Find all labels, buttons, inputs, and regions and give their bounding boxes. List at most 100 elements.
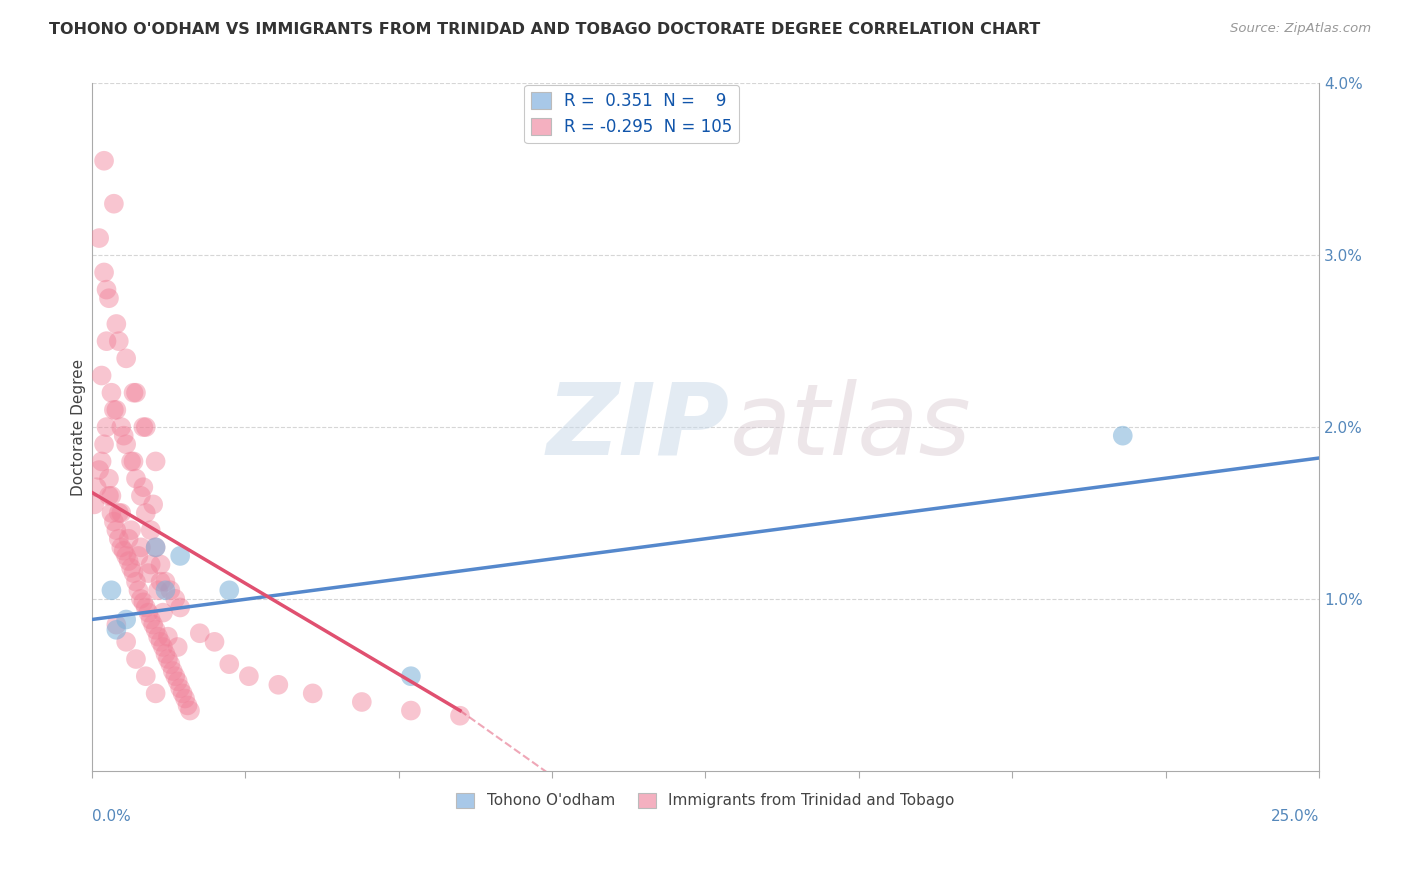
Point	[127, 583, 149, 598]
Point	[135, 420, 157, 434]
Point	[218, 583, 240, 598]
Point	[110, 506, 132, 520]
Point	[125, 652, 148, 666]
Point	[149, 635, 172, 649]
Point	[159, 657, 181, 672]
Point	[399, 704, 422, 718]
Point	[93, 437, 115, 451]
Legend: Tohono O'odham, Immigrants from Trinidad and Tobago: Tohono O'odham, Immigrants from Trinidad…	[450, 787, 960, 814]
Point	[127, 549, 149, 563]
Point	[145, 454, 167, 468]
Point	[156, 630, 179, 644]
Point	[132, 595, 155, 609]
Point	[139, 558, 162, 572]
Point	[169, 600, 191, 615]
Point	[115, 351, 138, 366]
Point	[152, 606, 174, 620]
Point	[105, 623, 128, 637]
Point	[100, 489, 122, 503]
Point	[142, 617, 165, 632]
Point	[166, 640, 188, 654]
Text: ZIP: ZIP	[547, 378, 730, 475]
Point	[204, 635, 226, 649]
Y-axis label: Doctorate Degree: Doctorate Degree	[72, 359, 86, 496]
Point	[136, 606, 159, 620]
Point	[132, 480, 155, 494]
Point	[162, 664, 184, 678]
Point	[89, 463, 111, 477]
Point	[238, 669, 260, 683]
Point	[1112, 428, 1135, 442]
Point	[142, 497, 165, 511]
Point	[129, 591, 152, 606]
Point	[100, 506, 122, 520]
Point	[93, 153, 115, 168]
Point	[169, 549, 191, 563]
Point	[135, 506, 157, 520]
Point	[103, 515, 125, 529]
Point	[350, 695, 373, 709]
Point	[110, 420, 132, 434]
Point	[103, 196, 125, 211]
Point	[100, 583, 122, 598]
Point	[115, 549, 138, 563]
Point	[93, 265, 115, 279]
Point	[176, 698, 198, 713]
Point	[149, 558, 172, 572]
Point	[179, 704, 201, 718]
Text: 25.0%: 25.0%	[1271, 808, 1319, 823]
Point	[98, 489, 121, 503]
Point	[125, 385, 148, 400]
Point	[120, 454, 142, 468]
Point	[107, 506, 129, 520]
Point	[105, 403, 128, 417]
Point	[98, 291, 121, 305]
Point	[105, 617, 128, 632]
Point	[152, 640, 174, 654]
Point	[89, 231, 111, 245]
Point	[96, 420, 118, 434]
Point	[115, 635, 138, 649]
Point	[100, 385, 122, 400]
Point	[145, 686, 167, 700]
Point	[146, 583, 169, 598]
Point	[145, 541, 167, 555]
Text: Source: ZipAtlas.com: Source: ZipAtlas.com	[1230, 22, 1371, 36]
Point	[165, 591, 187, 606]
Point	[301, 686, 323, 700]
Point	[115, 613, 138, 627]
Point	[166, 674, 188, 689]
Point	[107, 532, 129, 546]
Point	[125, 472, 148, 486]
Point	[90, 454, 112, 468]
Point	[115, 437, 138, 451]
Point	[96, 334, 118, 348]
Point	[112, 543, 135, 558]
Point	[145, 541, 167, 555]
Text: atlas: atlas	[730, 378, 972, 475]
Point	[112, 428, 135, 442]
Point	[169, 681, 191, 696]
Point	[139, 523, 162, 537]
Text: TOHONO O'ODHAM VS IMMIGRANTS FROM TRINIDAD AND TOBAGO DOCTORATE DEGREE CORRELATI: TOHONO O'ODHAM VS IMMIGRANTS FROM TRINID…	[49, 22, 1040, 37]
Point	[129, 489, 152, 503]
Point	[155, 647, 177, 661]
Point	[120, 523, 142, 537]
Point	[83, 497, 105, 511]
Point	[399, 669, 422, 683]
Point	[107, 334, 129, 348]
Point	[90, 368, 112, 383]
Point	[136, 566, 159, 581]
Point	[122, 385, 145, 400]
Point	[117, 532, 139, 546]
Point	[146, 630, 169, 644]
Point	[122, 566, 145, 581]
Point	[145, 623, 167, 637]
Point	[155, 583, 177, 598]
Point	[132, 420, 155, 434]
Point	[449, 708, 471, 723]
Point	[117, 554, 139, 568]
Point	[267, 678, 290, 692]
Point	[120, 561, 142, 575]
Point	[135, 669, 157, 683]
